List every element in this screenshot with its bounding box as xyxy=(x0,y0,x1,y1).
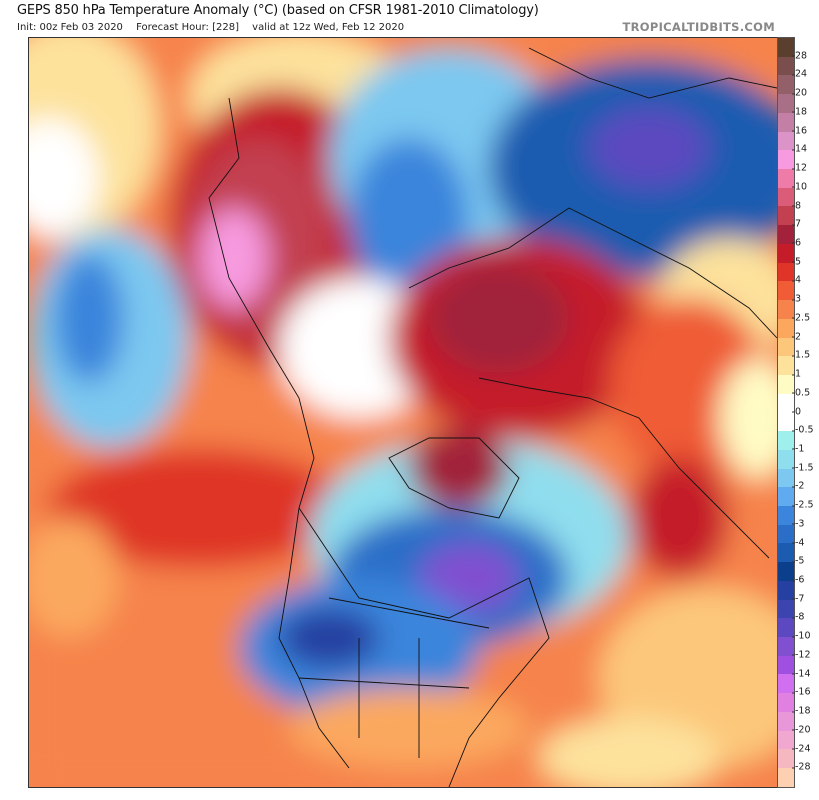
colorbar-label: 6 xyxy=(791,237,802,249)
colorbar-bin xyxy=(778,112,794,132)
colorbar-label: 20 xyxy=(791,87,808,99)
colorbar-label: 2 xyxy=(791,331,802,343)
colorbar-bin xyxy=(778,131,794,151)
colorbar-label: -16 xyxy=(792,686,811,698)
colorbar-bin xyxy=(778,281,794,301)
colorbar-bin xyxy=(778,356,794,375)
colorbar-bin xyxy=(778,318,794,338)
colorbar-label: -28 xyxy=(792,761,811,773)
colorbar-label: -1.5 xyxy=(792,462,814,474)
coastlines xyxy=(208,47,777,787)
colorbar-label: 3 xyxy=(791,293,802,305)
anomaly-field xyxy=(29,38,777,787)
colorbar-label: 28 xyxy=(791,50,808,62)
colorbar-bin xyxy=(778,693,794,712)
colorbar-bin xyxy=(778,543,794,563)
colorbar-label: -0.5 xyxy=(792,424,814,436)
colorbar-bin xyxy=(778,487,794,506)
colorbar-label: -4 xyxy=(791,537,805,549)
colorbar-bin xyxy=(778,768,794,787)
colorbar-bin xyxy=(778,243,794,263)
colorbar-bin xyxy=(778,655,794,675)
colorbar-label: 16 xyxy=(791,125,808,137)
colorbar-label: 0 xyxy=(791,406,802,417)
colorbar-bin xyxy=(778,393,794,413)
site-brand: TROPICALTIDBITS.COM xyxy=(622,20,775,34)
colorbar-bin xyxy=(778,225,794,244)
colorbar-bin xyxy=(778,75,794,95)
colorbar-label: -3 xyxy=(791,518,805,530)
colorbar-bin xyxy=(778,449,794,469)
colorbar-bin xyxy=(778,206,794,226)
colorbar-label: 12 xyxy=(791,162,808,174)
colorbar-label: -6 xyxy=(791,574,805,586)
colorbar-bin xyxy=(778,524,794,544)
colorbar-label: -1 xyxy=(791,443,805,455)
colorbar-label: 7 xyxy=(791,218,802,230)
colorbar-label: 0.5 xyxy=(791,387,811,399)
colorbar-bin xyxy=(778,749,794,769)
colorbar-label: -2.5 xyxy=(792,499,814,511)
colorbar-bin xyxy=(778,150,794,170)
colorbar-bin xyxy=(778,711,794,731)
anomaly-map xyxy=(28,37,778,788)
colorbar-bin xyxy=(778,505,794,525)
valid-time: valid at 12z Wed, Feb 12 2020 xyxy=(252,22,405,33)
colorbar-labels: 28 24 20 18 16 14 12 10 8 7 6 5 4 3 2.5 2 1.5 1 0.5 0 -0.5 -1… xyxy=(791,37,819,786)
colorbar-label: 2.5 xyxy=(791,312,811,324)
colorbar-bin xyxy=(778,412,794,432)
colorbar-bin xyxy=(778,637,794,656)
colorbar-bin xyxy=(778,618,794,637)
colorbar-bin xyxy=(778,562,794,581)
colorbar-label: -5 xyxy=(791,555,805,567)
colorbar-label: -12 xyxy=(792,649,811,661)
colorbar-bin xyxy=(778,187,794,207)
colorbar-bin xyxy=(778,730,794,750)
colorbar-label: -20 xyxy=(792,724,811,736)
colorbar-label: 10 xyxy=(791,181,808,193)
colorbar-bin xyxy=(778,468,794,488)
colorbar-label: -8 xyxy=(791,611,805,623)
colorbar-bin xyxy=(778,580,794,600)
forecast-hour: Forecast Hour: [228] xyxy=(136,22,239,33)
colorbar-bin xyxy=(778,169,794,188)
colorbar-bin xyxy=(778,674,794,694)
colorbar-label: 5 xyxy=(791,256,802,268)
colorbar-bin xyxy=(778,431,794,450)
colorbar-label: 8 xyxy=(791,200,802,212)
colorbar-label: 4 xyxy=(791,274,802,286)
colorbar-label: -24 xyxy=(792,743,811,755)
colorbar-bin xyxy=(778,599,794,619)
colorbar-label: 1.5 xyxy=(791,349,811,361)
subtitle: Init: 00z Feb 03 2020 Forecast Hour: [22… xyxy=(17,22,414,33)
colorbar-bin xyxy=(778,56,794,76)
colorbar-label: -10 xyxy=(792,630,811,642)
colorbar-bin xyxy=(778,337,794,357)
colorbar-label: -2 xyxy=(791,480,805,492)
colorbar-bin xyxy=(778,38,794,57)
colorbar-bin xyxy=(778,374,794,394)
colorbar-label: 14 xyxy=(791,143,808,155)
colorbar-label: -14 xyxy=(792,668,811,680)
colorbar-label: 1 xyxy=(791,368,802,380)
init-time: Init: 00z Feb 03 2020 xyxy=(17,22,123,33)
colorbar-bin xyxy=(778,262,794,282)
colorbar-label: -7 xyxy=(791,593,805,605)
colorbar-label: 18 xyxy=(791,106,808,118)
colorbar xyxy=(777,37,795,788)
map-title: GEPS 850 hPa Temperature Anomaly (°C) (b… xyxy=(17,3,539,18)
colorbar-label: 24 xyxy=(791,68,808,80)
colorbar-bin xyxy=(778,300,794,319)
colorbar-label: -18 xyxy=(792,705,811,717)
colorbar-bin xyxy=(778,94,794,113)
